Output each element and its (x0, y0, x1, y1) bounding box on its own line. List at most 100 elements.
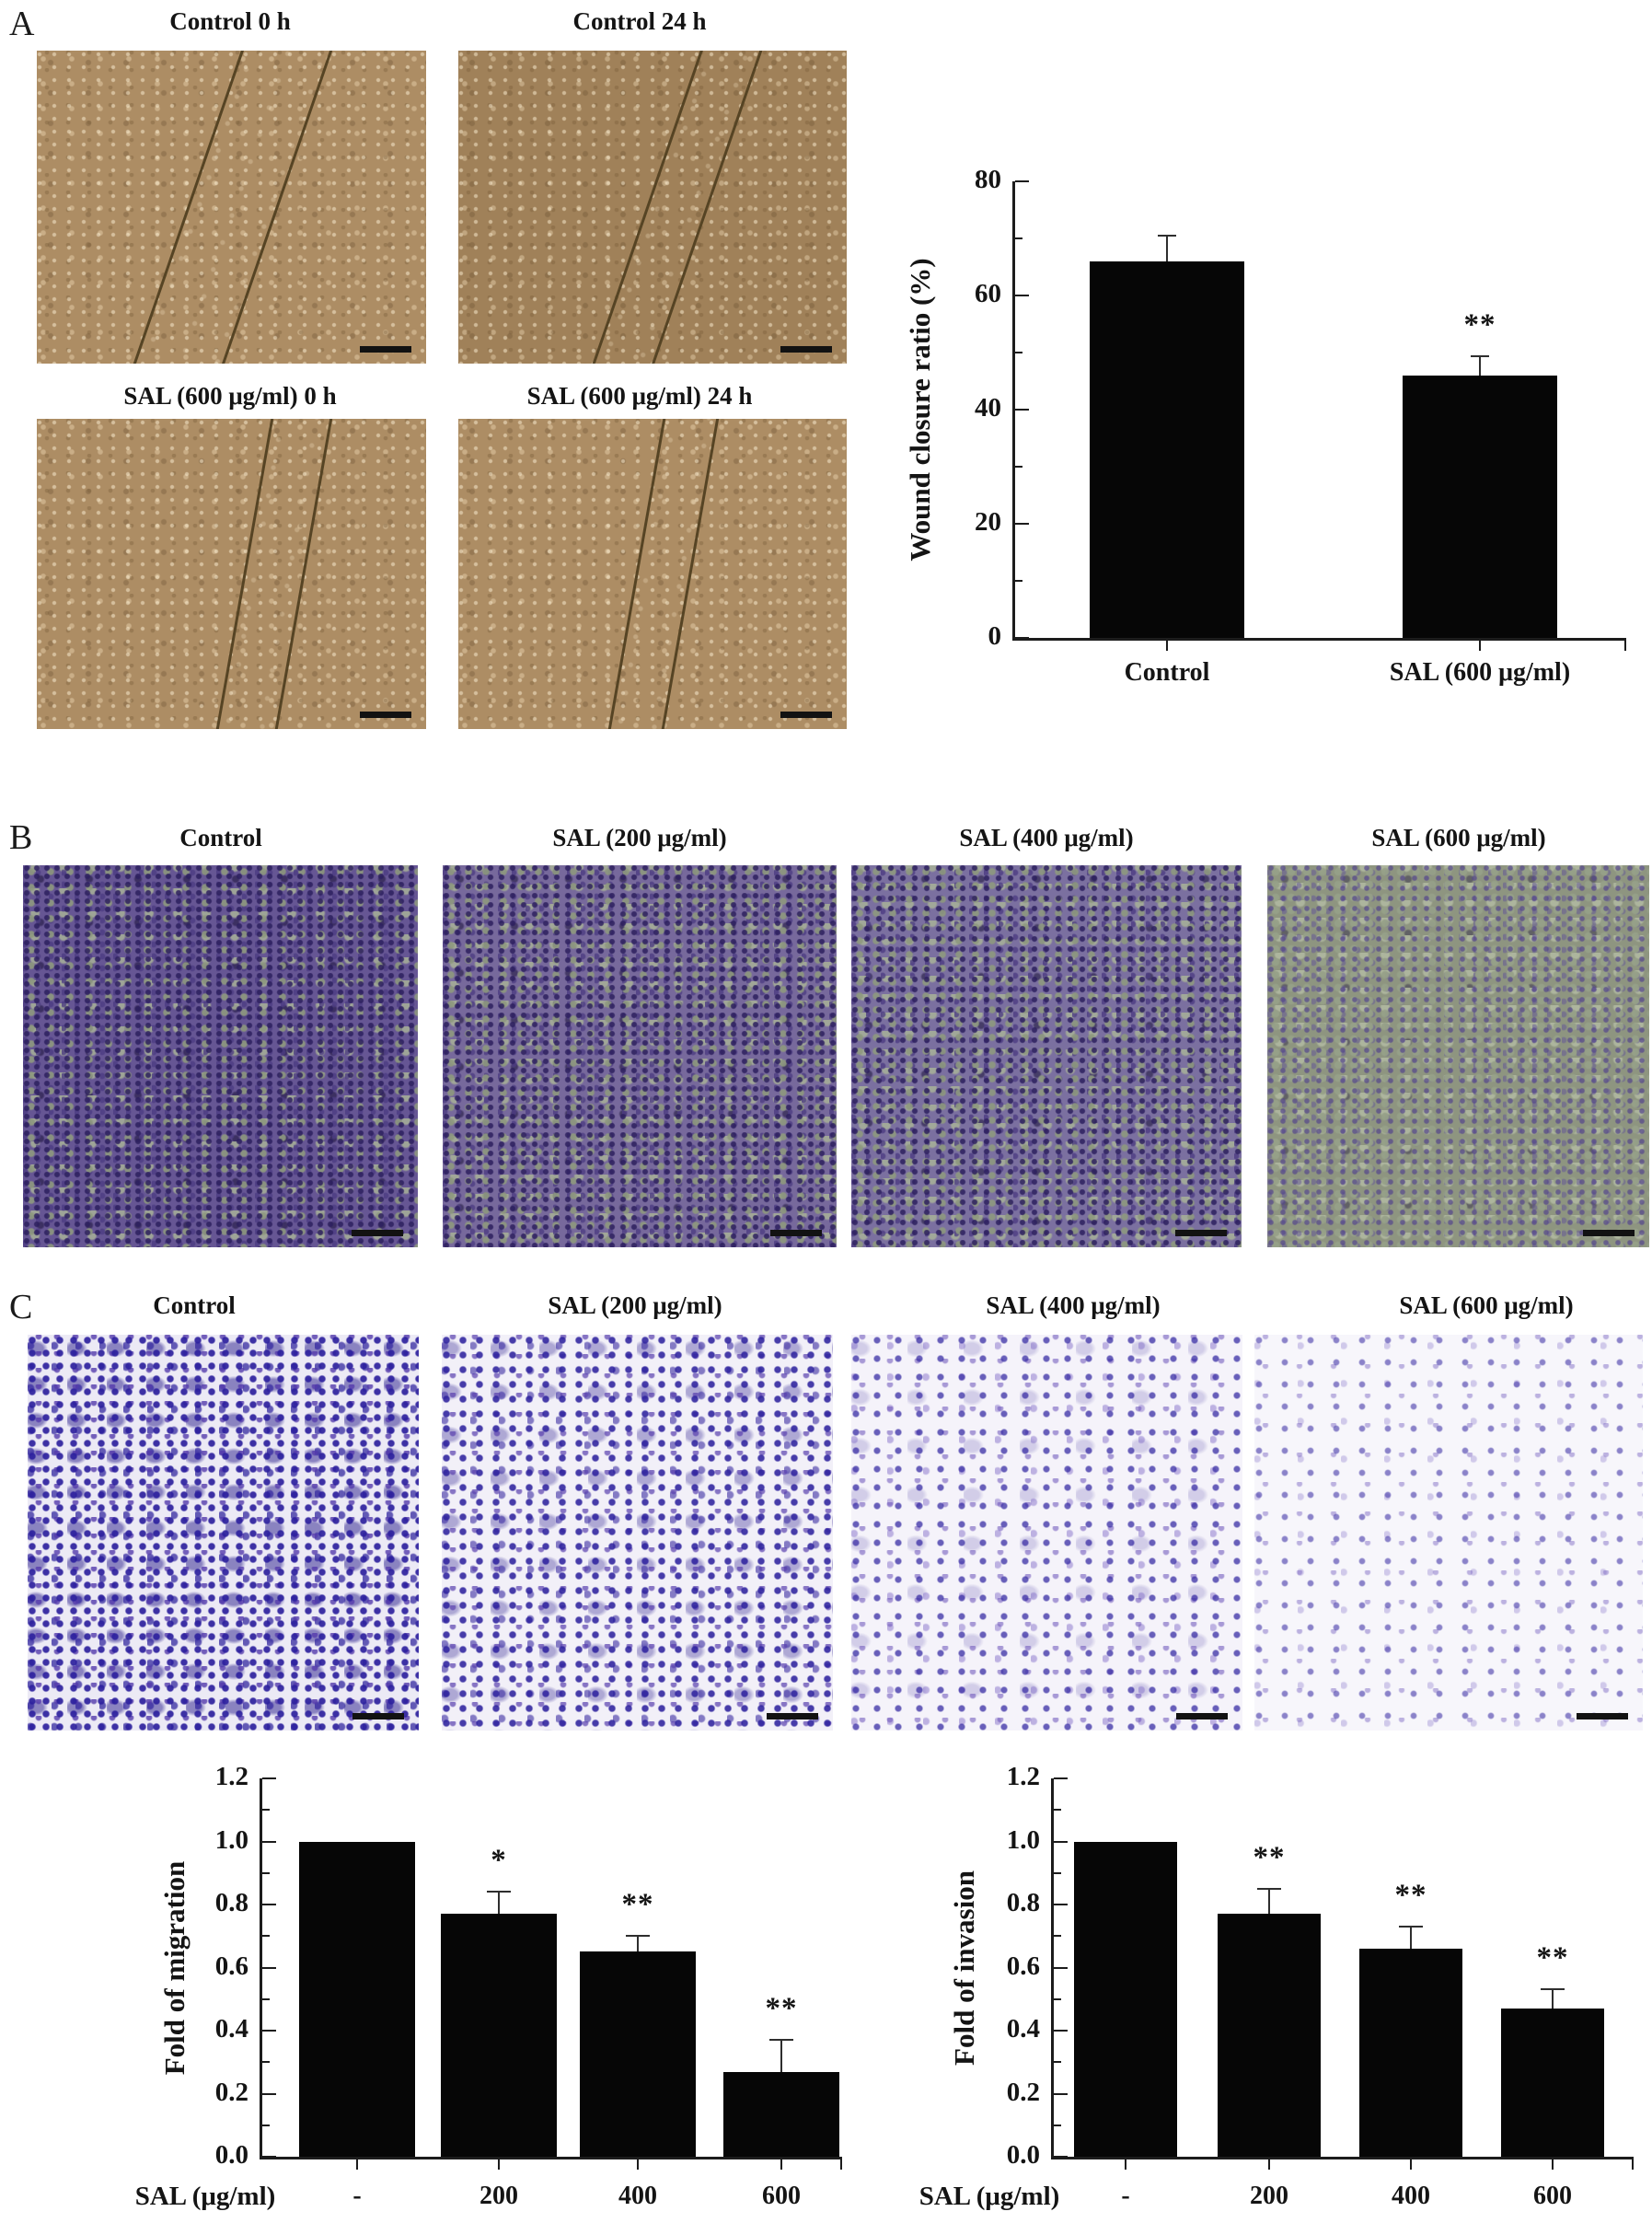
micrograph-migration-control (23, 865, 418, 1247)
bar-SAL (600 μg/ml) (1403, 375, 1557, 638)
error-bar-line (498, 1892, 500, 1915)
panel-a-title-sal-0h: SAL (600 μg/ml) 0 h (123, 382, 337, 410)
y-tick-label: 0.0 (1006, 2140, 1040, 2170)
bar-Control (1090, 261, 1244, 638)
y-minor-tick (1015, 352, 1022, 353)
y-minor-tick (262, 2061, 270, 2064)
y-major-tick (1054, 1840, 1068, 1843)
scale-bar (780, 346, 832, 353)
y-tick-label: 0.2 (1006, 2077, 1040, 2107)
bar-200 (1218, 1914, 1321, 2157)
y-minor-tick (1054, 1997, 1061, 2000)
significance-marker: ** (1536, 1941, 1569, 1975)
fold-of-migration-bar-chart: 0.0 0.2 0.4 0.6 0.8 1.0 1.2 Fold of migration SA… (120, 1762, 856, 2223)
panel-b-title-sal400: SAL (400 μg/ml) (959, 824, 1134, 851)
y-tick-label: 0.0 (214, 2140, 248, 2170)
y-tick-label: 80 (975, 165, 1001, 194)
y-major-tick (262, 2092, 276, 2095)
scale-bar (780, 712, 832, 718)
x-tick-label: 600 (1533, 2182, 1572, 2210)
x-category-tick (1125, 2159, 1126, 2170)
micrograph-wound-sal600-0h (37, 419, 426, 729)
micrograph-wound-sal600-24h (458, 419, 847, 729)
y-major-tick (1054, 2156, 1068, 2158)
error-bar-cap (1399, 1925, 1423, 1928)
bar-400 (1359, 1948, 1462, 2157)
y-major-tick (262, 1966, 276, 1969)
y-tick-label: 0.6 (1006, 1951, 1040, 1981)
error-bar-line (1410, 1926, 1412, 1949)
x-axis (1051, 2157, 1634, 2159)
wound-gap (127, 51, 339, 364)
error-bar-line (1166, 235, 1168, 261)
panel-a-title-control-0h: Control 0 h (169, 7, 291, 35)
panel-a-label: A (9, 5, 35, 43)
x-category-tick (1268, 2159, 1270, 2170)
micrograph-invasion-sal600 (1254, 1335, 1643, 1731)
x-tick-label: 400 (618, 2182, 657, 2210)
y-major-tick (1015, 295, 1029, 296)
x-tick-label: 400 (1392, 2182, 1430, 2210)
x-category-tick (637, 2159, 639, 2170)
y-tick-label: 0 (988, 621, 1002, 651)
micrograph-migration-sal200 (443, 865, 837, 1247)
fold-of-invasion-bar-chart: 0.0 0.2 0.4 0.6 0.8 1.0 1.2 Fold of invasion SAL… (884, 1762, 1652, 2223)
y-major-tick (1054, 2092, 1068, 2095)
wound-closure-bar-chart: 0 20 40 60 80 Wound closure ratio (%) Control *… (884, 129, 1652, 709)
x-tick-label: - (1121, 2182, 1130, 2210)
significance-marker: * (491, 1844, 507, 1878)
y-minor-tick (262, 2124, 270, 2126)
significance-marker: ** (1253, 1840, 1286, 1874)
bar-400 (580, 1951, 696, 2157)
y-tick-label: 1.0 (214, 1824, 248, 1855)
panel-c-title-control: Control (153, 1291, 236, 1319)
micrograph-invasion-control (28, 1335, 419, 1731)
y-minor-tick (1054, 1809, 1061, 1812)
y-axis (1051, 1778, 1054, 2159)
micrograph-invasion-sal200 (442, 1335, 833, 1731)
y-major-tick (1015, 637, 1029, 639)
x-category-tick (1166, 641, 1168, 651)
error-bar-line (1268, 1888, 1270, 1915)
error-bar-cap (626, 1935, 650, 1938)
error-bar-line (637, 1936, 639, 1952)
y-major-tick (1015, 409, 1029, 411)
panel-a-title-control-24h: Control 24 h (572, 7, 707, 35)
y-axis-title: Fold of invasion (948, 1870, 980, 2066)
x-end-tick (840, 2159, 842, 2170)
scale-bar (1175, 1230, 1227, 1236)
scale-bar (352, 1713, 404, 1719)
micrograph-migration-sal400 (851, 865, 1242, 1247)
y-minor-tick (1015, 466, 1022, 468)
y-axis (260, 1778, 262, 2159)
significance-marker: ** (765, 1992, 798, 2026)
y-minor-tick (1054, 1935, 1061, 1938)
x-tick-label: - (352, 2182, 362, 2210)
x-tick-label: SAL (600 μg/ml) (1389, 658, 1571, 687)
y-tick-label: 0.4 (214, 2014, 248, 2044)
y-tick-label: 0.4 (1006, 2014, 1040, 2044)
error-bar-cap (1541, 1988, 1565, 1991)
y-minor-tick (262, 1809, 270, 1812)
panel-b-title-control: Control (179, 824, 262, 851)
micrograph-wound-control-0h (37, 51, 426, 364)
panel-c-title-sal600: SAL (600 μg/ml) (1399, 1291, 1574, 1319)
bar-- (299, 1841, 415, 2157)
x-tick-label: 200 (1250, 2182, 1288, 2210)
y-tick-label: 20 (975, 507, 1001, 537)
wound-gap (584, 51, 770, 364)
panel-c-title-sal200: SAL (200 μg/ml) (548, 1291, 722, 1319)
y-major-tick (1015, 523, 1029, 525)
x-axis (260, 2157, 842, 2159)
error-bar-line (1479, 356, 1481, 376)
error-bar-line (1552, 1989, 1554, 2009)
y-major-tick (1054, 1777, 1068, 1779)
x-tick-label: 600 (762, 2182, 801, 2210)
y-minor-tick (1054, 1871, 1061, 1874)
x-category-tick (1552, 2159, 1554, 2170)
significance-marker: ** (1394, 1878, 1427, 1912)
scale-bar (767, 1713, 818, 1719)
bar-600 (1501, 2009, 1604, 2157)
x-axis-name: SAL (μg/ml) (134, 2182, 276, 2211)
